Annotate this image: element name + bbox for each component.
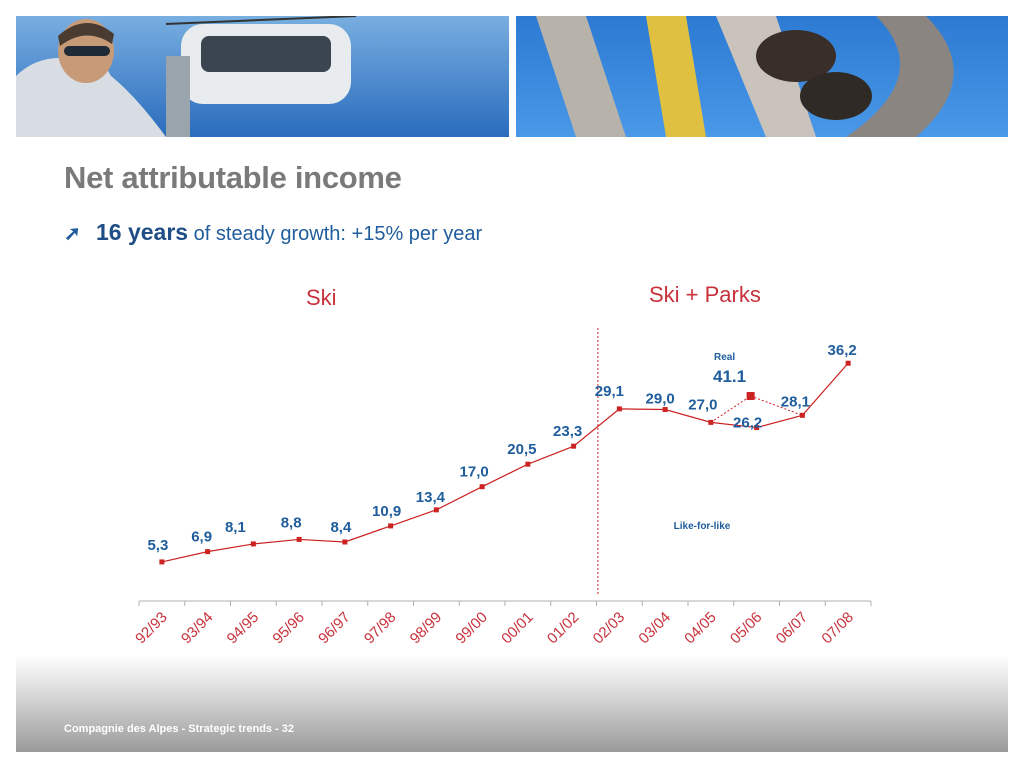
- real-value-label: 41.1: [713, 367, 746, 386]
- real-data-point: [746, 392, 755, 400]
- x-tick-label: 94/95: [224, 609, 263, 648]
- data-point: [433, 507, 439, 513]
- data-label: 29,1: [595, 383, 624, 400]
- x-tick-label: 07/08: [818, 609, 857, 648]
- data-label: 8,8: [281, 514, 302, 531]
- x-tick-label: 96/97: [315, 609, 354, 648]
- data-point: [159, 559, 165, 565]
- real-label: Real: [714, 352, 735, 363]
- data-point: [388, 523, 394, 529]
- x-tick-label: 04/05: [681, 609, 720, 648]
- x-tick-label: 99/00: [452, 609, 491, 648]
- data-point: [479, 484, 485, 490]
- data-label: 17,0: [460, 464, 489, 481]
- series-line: [161, 362, 849, 563]
- data-label: 23,3: [553, 423, 582, 440]
- like-for-like-label: Like-for-like: [674, 521, 731, 532]
- data-label: 10,9: [372, 503, 401, 520]
- data-label: 27,0: [688, 396, 717, 413]
- subtitle-text: of steady growth: +15% per year: [188, 223, 483, 245]
- data-point: [799, 412, 805, 418]
- slide-subtitle: ➚ 16 years of steady growth: +15% per yea…: [64, 219, 482, 246]
- data-label: 36,2: [828, 342, 857, 359]
- data-label: 28,1: [781, 393, 810, 410]
- data-point: [525, 461, 531, 467]
- footer-bar: [16, 655, 1008, 752]
- x-tick-label: 01/02: [544, 609, 583, 648]
- data-label: 26,2: [733, 415, 762, 432]
- data-point: [205, 549, 211, 555]
- data-label: 8,4: [330, 519, 352, 536]
- x-tick-label: 97/98: [361, 609, 400, 648]
- data-label: 5,3: [147, 537, 168, 554]
- x-tick-label: 98/99: [407, 609, 446, 648]
- data-label: 8,1: [225, 519, 246, 536]
- x-tick-label: 06/07: [773, 609, 812, 648]
- slide-title: Net attributable income: [64, 160, 402, 195]
- data-label: 20,5: [507, 441, 536, 458]
- data-point: [708, 419, 714, 425]
- data-point: [616, 406, 622, 412]
- x-tick-label: 00/01: [498, 609, 537, 648]
- x-tick-label: 92/93: [132, 609, 171, 648]
- x-tick-label: 93/94: [178, 609, 217, 648]
- real-connector-right: [750, 395, 803, 416]
- data-point: [754, 425, 760, 431]
- x-tick-label: 03/04: [635, 609, 674, 648]
- footer-text: Compagnie des Alpes - Strategic trends -…: [64, 723, 295, 735]
- data-label: 13,4: [416, 489, 446, 506]
- data-point: [662, 407, 668, 413]
- subtitle-highlight: 16 years: [96, 219, 189, 245]
- data-point: [342, 539, 348, 545]
- x-tick-label: 95/96: [269, 609, 308, 648]
- data-point: [296, 536, 302, 542]
- data-point: [571, 443, 577, 449]
- data-point: [845, 360, 851, 366]
- x-tick-label: 02/03: [590, 609, 629, 648]
- data-point: [250, 541, 256, 547]
- data-label: 6,9: [191, 529, 212, 546]
- roller-coaster-riders-photo: [516, 16, 1008, 137]
- section-label-ski: Ski: [306, 285, 337, 310]
- trend-up-arrow-icon: ➚: [64, 223, 81, 245]
- data-label: 29,0: [646, 391, 675, 408]
- skier-with-gondola-photo: [16, 16, 509, 137]
- section-label-ski-parks: Ski + Parks: [649, 282, 761, 307]
- x-tick-label: 05/06: [727, 609, 766, 648]
